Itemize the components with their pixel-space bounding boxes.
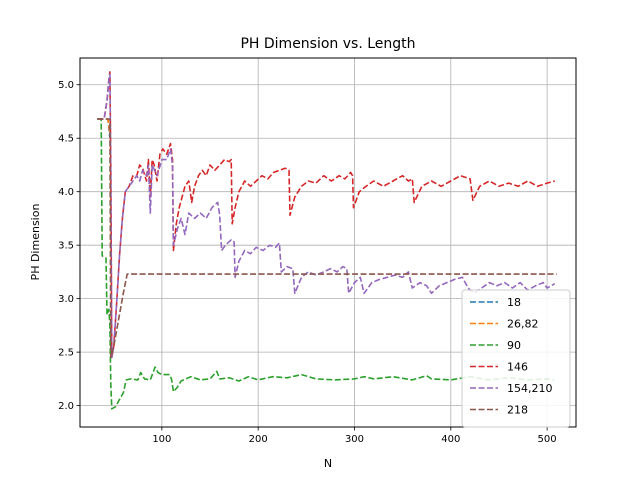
series-line-2 — [97, 118, 555, 410]
x-tick-label: 300 — [345, 434, 364, 445]
legend-label: 154,210 — [507, 382, 553, 395]
series-line-3 — [97, 71, 556, 359]
legend-label: 218 — [507, 404, 528, 417]
grid-lines — [80, 58, 576, 427]
legend-label: 26,82 — [507, 318, 539, 331]
chart-title: PH Dimension vs. Length — [240, 36, 415, 52]
y-tick-label: 5.0 — [58, 80, 74, 91]
y-tick-label: 3.5 — [58, 241, 74, 252]
x-tick-label: 100 — [152, 434, 171, 445]
y-tick-label: 4.0 — [58, 187, 74, 198]
series-lines — [97, 71, 557, 410]
legend-label: 18 — [507, 296, 521, 309]
x-tick-label: 500 — [538, 434, 557, 445]
legend: 18 26,82 90 146 154,210 218 — [461, 289, 571, 428]
legend-label: 90 — [507, 339, 521, 352]
legend-label: 146 — [507, 361, 528, 374]
axis-ticks: 100 200 300 400 500 2.0 2.5 3.0 3.5 4.0 4.5 5.0 — [58, 80, 557, 445]
y-tick-label: 3.0 — [58, 294, 74, 305]
x-axis-label: N — [324, 457, 332, 470]
x-tick-label: 400 — [441, 434, 460, 445]
y-tick-label: 2.5 — [58, 348, 74, 359]
y-tick-label: 2.0 — [58, 401, 74, 412]
x-tick-label: 200 — [249, 434, 268, 445]
plot-area-frame — [79, 57, 577, 428]
series-line-4 — [97, 73, 556, 359]
y-axis-label: PH Dimension — [29, 204, 42, 281]
y-tick-label: 4.5 — [58, 134, 74, 145]
series-line-5 — [97, 118, 557, 359]
